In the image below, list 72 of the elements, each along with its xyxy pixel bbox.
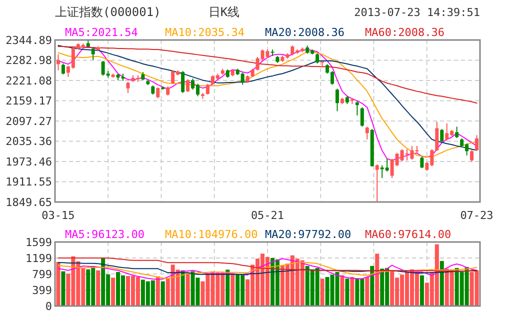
y-tick-label: 1911.55 — [6, 176, 52, 189]
candlestick — [56, 54, 60, 71]
candlestick — [375, 164, 379, 202]
y-tick-label: 799 — [32, 268, 52, 281]
bar — [370, 266, 374, 306]
bar — [440, 260, 444, 306]
bar — [96, 270, 100, 306]
candlestick — [440, 128, 444, 143]
bar — [156, 276, 160, 306]
candlestick — [206, 83, 210, 96]
text: MA10:104976.00 — [165, 228, 258, 241]
text: MA5:96123.00 — [65, 228, 144, 241]
text: MA60:97614.00 — [365, 228, 452, 241]
candlestick — [455, 126, 459, 139]
bar — [186, 272, 190, 306]
x-tick-label: 07-23 — [460, 209, 494, 222]
text: MA20:97792.00 — [265, 228, 352, 241]
bar — [365, 276, 370, 306]
candlestick — [336, 88, 340, 112]
candlestick — [181, 70, 185, 94]
bar — [350, 276, 354, 306]
y-tick-label: 2221.08 — [6, 74, 52, 88]
bar — [375, 254, 380, 306]
candlestick — [360, 106, 364, 128]
y-tick-label: 0 — [45, 300, 52, 313]
candlestick — [166, 86, 170, 96]
chart-subtitle: 上证指数(000001) — [55, 5, 161, 19]
candlestick — [186, 78, 190, 92]
line-series — [58, 262, 478, 280]
series-label: MA5:2021.54 — [65, 26, 138, 39]
bar — [160, 281, 165, 306]
candlestick — [126, 81, 130, 94]
candlestick — [151, 84, 155, 96]
y-tick-label: 2159.17 — [6, 94, 52, 108]
bar — [56, 262, 60, 306]
line-series — [58, 262, 478, 275]
x-tick-label: 03-15 — [42, 209, 75, 222]
line-series — [58, 257, 478, 272]
bar — [111, 278, 116, 306]
y-tick-label: 2282.98 — [6, 54, 52, 68]
text: MA10:2035.34 — [165, 26, 245, 39]
bar — [226, 270, 230, 306]
candlestick — [435, 121, 439, 152]
y-tick-label: 2344.89 — [6, 34, 52, 47]
bar — [345, 278, 350, 306]
candlestick — [61, 63, 65, 75]
text: 2013-07-23 14:39:51 — [354, 6, 480, 19]
bar — [420, 275, 424, 306]
y-tick-label: 1973.46 — [6, 155, 52, 168]
text: MA20:2008.36 — [265, 26, 344, 39]
bar — [61, 271, 66, 306]
chart-title: 日K线 — [208, 5, 240, 19]
bar — [340, 275, 344, 306]
bar — [230, 274, 235, 306]
y-tick-label: 399 — [32, 284, 52, 297]
candlestick — [156, 86, 160, 99]
candlestick — [316, 52, 320, 64]
bar — [320, 278, 324, 306]
line-series — [58, 258, 478, 280]
x-tick-label: 05-21 — [250, 209, 284, 222]
candlestick — [470, 150, 474, 162]
candlestick — [420, 156, 424, 169]
candlestick — [355, 100, 359, 116]
y-tick-label: 2035.36 — [6, 135, 52, 148]
y-tick-label: 1199 — [26, 252, 52, 265]
y-tick-label: 1599 — [26, 236, 52, 249]
candlestick — [475, 134, 479, 152]
y-tick-label: 1849.65 — [6, 196, 52, 209]
text: MA60:2008.36 — [365, 26, 444, 39]
candlestick — [91, 46, 95, 60]
candlestick — [365, 126, 369, 140]
y-tick-label: 2097.27 — [6, 114, 52, 128]
